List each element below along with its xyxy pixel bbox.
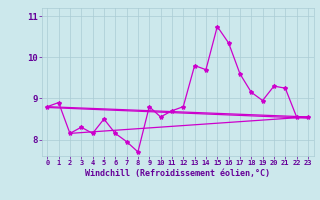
X-axis label: Windchill (Refroidissement éolien,°C): Windchill (Refroidissement éolien,°C) <box>85 169 270 178</box>
